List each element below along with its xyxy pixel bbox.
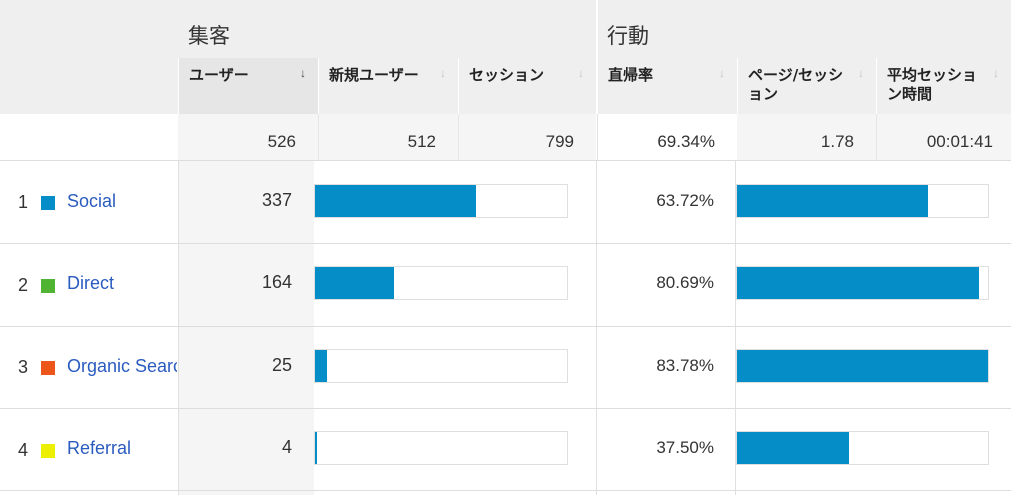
- bounce-rate-value: 37.50%: [656, 438, 714, 457]
- bounce-rate-bar-fill: [737, 185, 928, 217]
- users-bar: [314, 431, 568, 465]
- row-number: 1: [18, 192, 29, 212]
- total-sessions: 799: [458, 114, 596, 161]
- divider: [178, 160, 179, 495]
- row-number: 2: [18, 275, 29, 295]
- column-header-new-users[interactable]: 新規ユーザー ↓: [318, 58, 458, 114]
- bounce-rate-bar-fill: [737, 350, 988, 382]
- column-label-bounce-rate: 直帰率: [608, 66, 654, 84]
- sort-icon[interactable]: ↓: [578, 66, 584, 80]
- group-header-acquisition: 集客: [178, 0, 596, 58]
- sort-icon[interactable]: ↓: [858, 66, 864, 80]
- corner-header: [0, 0, 178, 114]
- sort-icon[interactable]: ↓: [440, 66, 446, 80]
- bounce-rate-bar: [736, 184, 989, 218]
- row-divider: [0, 408, 1011, 409]
- users-value: 337: [261, 190, 292, 210]
- sort-icon[interactable]: ↓: [719, 66, 725, 80]
- column-label-users: ユーザー: [189, 66, 249, 84]
- users-column-shade: [178, 160, 314, 495]
- users-bar-fill: [315, 185, 477, 217]
- group-title-acquisition: 集客: [188, 25, 230, 48]
- channel-link[interactable]: Direct: [67, 273, 115, 293]
- users-value: 4: [281, 437, 292, 457]
- bounce-rate-value: 80.69%: [656, 273, 714, 292]
- total-users: 526: [178, 114, 318, 161]
- bounce-rate-bar: [736, 431, 989, 465]
- total-new-users: 512: [318, 114, 458, 161]
- column-label-new-users: 新規ユーザー: [329, 66, 419, 84]
- group-title-behavior: 行動: [607, 25, 649, 48]
- sort-icon[interactable]: ↓: [993, 66, 999, 80]
- legend-swatch: [41, 444, 55, 458]
- bounce-rate-bar: [736, 266, 989, 300]
- bounce-rate-bar: [736, 349, 989, 383]
- bounce-rate-bar-fill: [737, 432, 850, 464]
- column-header-users[interactable]: ユーザー ↓: [178, 58, 318, 114]
- column-header-sessions[interactable]: セッション ↓: [458, 58, 596, 114]
- divider: [735, 160, 736, 495]
- column-label-pages-per-session: ページ/セッション: [748, 66, 844, 103]
- bounce-rate-bar-fill: [737, 267, 979, 299]
- channel-link[interactable]: Social: [67, 191, 117, 211]
- total-pages-per-session: 1.78: [737, 114, 876, 161]
- row-divider: [0, 243, 1011, 244]
- row-number: 4: [18, 440, 29, 460]
- column-label-sessions: セッション: [469, 66, 545, 84]
- bounce-rate-value: 63.72%: [656, 191, 714, 210]
- row-divider: [0, 160, 1011, 161]
- users-value: 164: [261, 272, 292, 292]
- users-bar-fill: [315, 350, 327, 382]
- channel-link[interactable]: Organic Search: [67, 356, 177, 376]
- legend-swatch: [41, 361, 55, 375]
- sort-desc-icon[interactable]: ↓: [300, 66, 306, 80]
- users-value: 25: [271, 355, 292, 375]
- users-bar-fill: [315, 432, 317, 464]
- column-header-bounce-rate[interactable]: 直帰率 ↓: [597, 58, 737, 114]
- legend-swatch: [41, 196, 55, 210]
- row-divider: [0, 490, 1011, 491]
- users-bar: [314, 184, 568, 218]
- group-header-behavior: 行動: [597, 0, 1011, 58]
- users-bar: [314, 349, 568, 383]
- channel-link[interactable]: Referral: [67, 438, 132, 458]
- row-divider: [0, 326, 1011, 327]
- total-bounce-rate: 69.34%: [597, 114, 737, 161]
- bounce-rate-value: 83.78%: [656, 356, 714, 375]
- column-header-avg-session-duration[interactable]: 平均セッション時間 ↓: [876, 58, 1011, 114]
- column-label-avg-session-duration: 平均セッション時間: [887, 66, 978, 103]
- legend-swatch: [41, 279, 55, 293]
- total-avg-session-duration: 00:01:41: [876, 114, 1011, 161]
- users-bar: [314, 266, 568, 300]
- users-bar-fill: [315, 267, 394, 299]
- row-number: 3: [18, 357, 29, 377]
- divider: [596, 160, 597, 495]
- column-header-pages-per-session[interactable]: ページ/セッション ↓: [737, 58, 876, 114]
